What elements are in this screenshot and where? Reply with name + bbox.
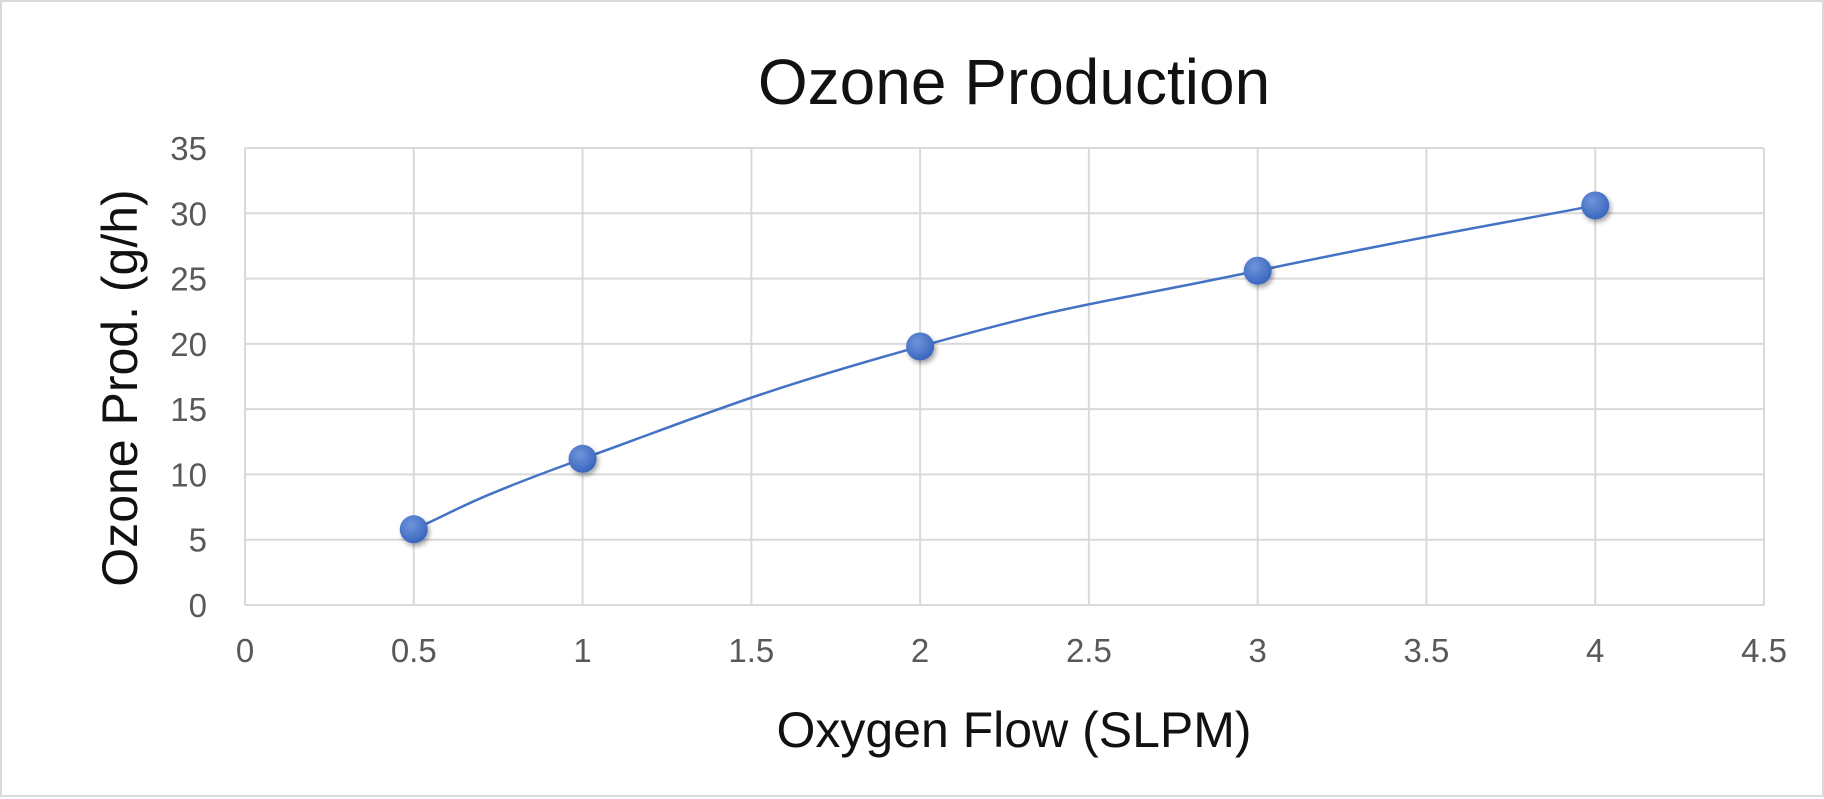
series-line-layer [414, 205, 1595, 529]
data-point [1581, 191, 1609, 219]
x-tick-label: 0 [236, 632, 254, 669]
y-tick-label: 0 [189, 587, 207, 624]
x-tick-label: 3 [1248, 632, 1266, 669]
x-tick-label: 4.5 [1741, 632, 1787, 669]
x-tick-label: 2.5 [1066, 632, 1112, 669]
y-tick-label: 10 [170, 456, 207, 493]
chart-title: Ozone Production [758, 46, 1270, 118]
x-tick-label: 1 [573, 632, 591, 669]
x-tick-label: 4 [1586, 632, 1604, 669]
data-point [400, 515, 428, 543]
data-points [400, 191, 1609, 543]
y-tick-label: 20 [170, 326, 207, 363]
series-line [414, 205, 1595, 529]
y-tick-label: 5 [189, 522, 207, 559]
x-tick-label: 3.5 [1404, 632, 1450, 669]
y-tick-label: 15 [170, 391, 207, 428]
x-tick-label: 2 [911, 632, 929, 669]
y-axis-label: Ozone Prod. (g/h) [92, 189, 148, 586]
x-tick-label: 0.5 [391, 632, 437, 669]
data-point [569, 445, 597, 473]
data-point [1244, 257, 1272, 285]
y-tick-label: 25 [170, 261, 207, 298]
data-point [906, 332, 934, 360]
x-axis-label: Oxygen Flow (SLPM) [776, 702, 1251, 758]
x-tick-label: 1.5 [728, 632, 774, 669]
y-tick-label: 30 [170, 195, 207, 232]
y-tick-label: 35 [170, 130, 207, 167]
